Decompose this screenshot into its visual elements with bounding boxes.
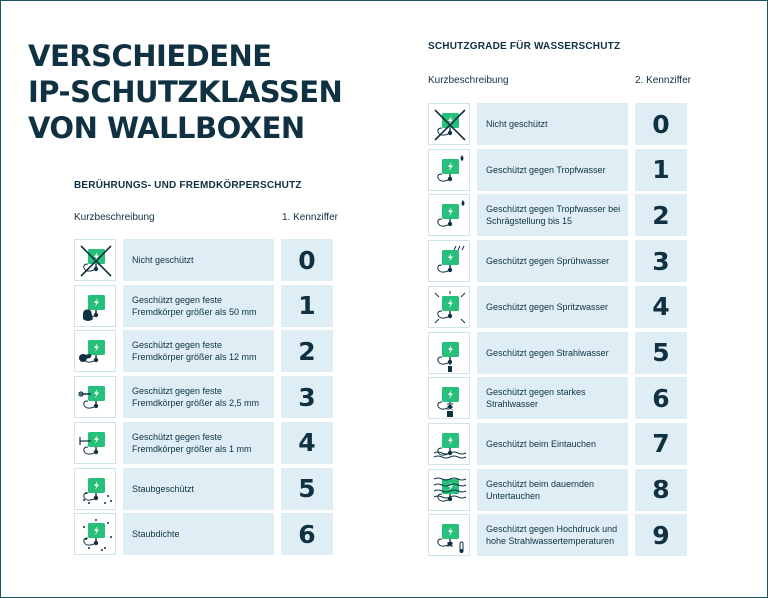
title-line-3: VON WALLBOXEN (28, 111, 305, 145)
row-description: Geschützt gegen feste Fremdkörper größer… (123, 284, 274, 327)
row-description: Geschützt gegen Hochdruck und hohe Strah… (477, 514, 628, 557)
table-row: Geschützt gegen Tropfwasser bei Schrägst… (428, 194, 688, 237)
table-row: Geschützt gegen feste Fremdkörper größer… (74, 284, 334, 327)
table-row: Geschützt gegen Spritzwasser 4 (428, 285, 688, 328)
right-col-num-header: 2. Kennziffer (635, 75, 691, 86)
row-code-number: 2 (635, 194, 687, 237)
left-col-desc-header: Kurzbeschreibung (74, 212, 155, 223)
row-description: Geschützt gegen Tropfwasser bei Schrägst… (477, 194, 628, 237)
row-description: Geschützt gegen Strahlwasser (477, 331, 628, 374)
table-row: Geschützt gegen Hochdruck und hohe Strah… (428, 514, 688, 557)
table-row: Geschützt beim dauernden Untertauchen 8 (428, 468, 688, 511)
table-row: Geschützt beim Eintauchen 7 (428, 422, 688, 465)
jet-wallbox-icon (428, 331, 470, 374)
hand-wallbox-icon (74, 284, 116, 327)
tilted-drop-wallbox-icon (428, 194, 470, 237)
row-code-number: 4 (281, 421, 333, 464)
crossed-out-wallbox-icon (428, 103, 470, 145)
row-description: Nicht geschützt (123, 239, 274, 281)
table-row: Staubgeschützt 5 (74, 467, 334, 510)
right-col-desc-header: Kurzbeschreibung (428, 75, 509, 86)
dust-tight-wallbox-icon (74, 513, 116, 556)
title-line-2: IP-SCHUTZKLASSEN (28, 75, 343, 109)
table-row: Geschützt gegen feste Fremdkörper größer… (74, 376, 334, 419)
table-row: Nicht geschützt 0 (74, 239, 334, 281)
row-code-number: 1 (635, 148, 687, 191)
row-code-number: 6 (281, 513, 333, 556)
crossed-out-wallbox-icon (74, 239, 116, 281)
table-row: Staubdichte 6 (74, 513, 334, 556)
right-section-heading: SCHUTZGRADE FÜR WASSERSCHUTZ (428, 41, 621, 52)
strong-jet-wallbox-icon (428, 377, 470, 420)
row-code-number: 4 (635, 285, 687, 328)
row-description: Geschützt gegen starkes Strahlwasser (477, 377, 628, 420)
table-row: Geschützt gegen starkes Strahlwasser 6 (428, 377, 688, 420)
left-section-heading: BERÜHRUNGS- UND FREMDKÖRPERSCHUTZ (74, 180, 302, 191)
tool-wallbox-icon (74, 376, 116, 419)
row-description: Geschützt gegen feste Fremdkörper größer… (123, 330, 274, 373)
row-description: Geschützt gegen feste Fremdkörper größer… (123, 421, 274, 464)
row-description: Geschützt beim dauernden Untertauchen (477, 468, 628, 511)
table-row: Geschützt gegen Tropfwasser 1 (428, 148, 688, 191)
row-code-number: 9 (635, 514, 687, 557)
wire-wallbox-icon (74, 421, 116, 464)
table-row: Geschützt gegen Strahlwasser 5 (428, 331, 688, 374)
finger-wallbox-icon (74, 330, 116, 373)
row-description: Nicht geschützt (477, 103, 628, 145)
table-row: Geschützt gegen feste Fremdkörper größer… (74, 421, 334, 464)
row-description: Staubgeschützt (123, 467, 274, 510)
row-code-number: 5 (281, 467, 333, 510)
row-code-number: 2 (281, 330, 333, 373)
submersion-wallbox-icon (428, 468, 470, 511)
row-description: Geschützt gegen Tropfwasser (477, 148, 628, 191)
high-pressure-wallbox-icon (428, 514, 470, 557)
row-description: Staubdichte (123, 513, 274, 556)
row-code-number: 7 (635, 422, 687, 465)
immersion-wallbox-icon (428, 422, 470, 465)
row-description: Geschützt gegen feste Fremdkörper größer… (123, 376, 274, 419)
left-col-num-header: 1. Kennziffer (282, 212, 338, 223)
row-code-number: 3 (281, 376, 333, 419)
drop-wallbox-icon (428, 148, 470, 191)
row-description: Geschützt gegen Sprühwasser (477, 240, 628, 283)
row-description: Geschützt beim Eintauchen (477, 422, 628, 465)
row-code-number: 5 (635, 331, 687, 374)
row-code-number: 0 (635, 103, 687, 145)
dust-wallbox-icon (74, 467, 116, 510)
table-row: Nicht geschützt 0 (428, 103, 688, 145)
row-description: Geschützt gegen Spritzwasser (477, 285, 628, 328)
row-code-number: 0 (281, 239, 333, 281)
table-row: Geschützt gegen feste Fremdkörper größer… (74, 330, 334, 373)
row-code-number: 3 (635, 240, 687, 283)
spray-wallbox-icon (428, 240, 470, 283)
title-line-1: VERSCHIEDENE (28, 39, 272, 73)
row-code-number: 6 (635, 377, 687, 420)
row-code-number: 8 (635, 468, 687, 511)
table-row: Geschützt gegen Sprühwasser 3 (428, 240, 688, 283)
row-code-number: 1 (281, 284, 333, 327)
page-title: VERSCHIEDENE IP-SCHUTZKLASSEN VON WALLBO… (28, 38, 358, 146)
splash-wallbox-icon (428, 285, 470, 328)
